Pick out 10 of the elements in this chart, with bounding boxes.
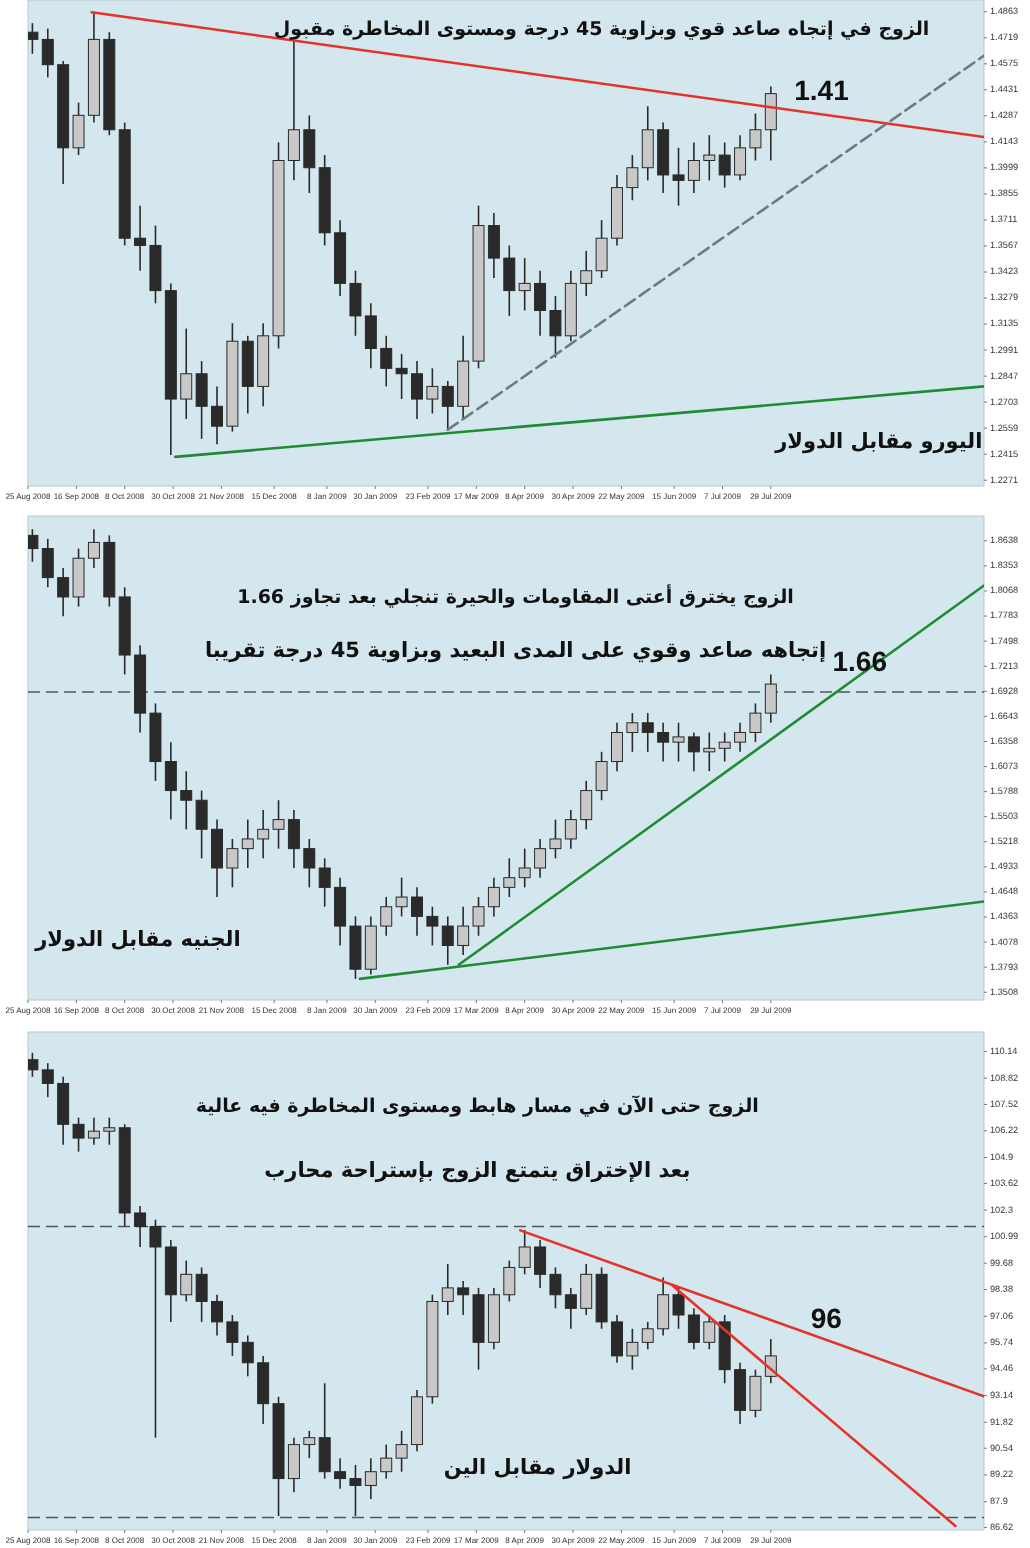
text: الزوج حتى الآن في مسار هابط ومستوى المخاطرة فيه عالية [195, 1093, 759, 1118]
text: الزوج في إتجاه صاعد قوي وبزاوية 45 درجة ومستوى المخاطرة مقبول [273, 19, 930, 42]
text: إتجاهه صاعد وقوي على المدى البعيد وبزاوية 45 درجة تقريبا [204, 639, 827, 664]
annotation: الجنيه مقابل الدولار [33, 927, 241, 952]
annotation: 1.41 [794, 73, 850, 106]
annotation: 96 [810, 1302, 843, 1335]
text: الزوج يخترق أعتى المقاومات والحيرة تنجلي بعد تجاوز 1.66 [237, 583, 794, 610]
text: بعد الإختراق يتمتع الزوج بإستراحة محارب [264, 1159, 691, 1184]
annotation: الدولار مقابل الين [443, 1455, 632, 1480]
annotation: اليورو مقابل الدولار [773, 430, 983, 455]
